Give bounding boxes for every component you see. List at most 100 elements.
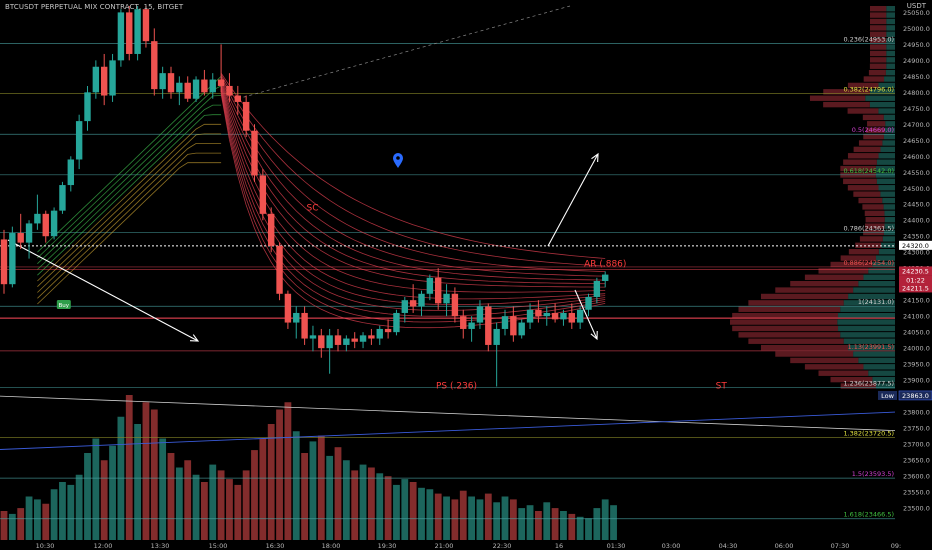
price-tick-label: 23750.0 <box>903 425 930 433</box>
volume-bar <box>342 460 350 540</box>
volume-bar <box>34 499 41 540</box>
volume-bar <box>418 487 425 540</box>
volume-profile-bar <box>885 69 895 76</box>
candle-body <box>184 82 191 99</box>
candle-body <box>568 312 575 323</box>
wyckoff-annotation: AR (.886) <box>584 260 626 270</box>
time-tick-label: 06:00 <box>775 542 794 550</box>
volume-bar <box>568 513 576 540</box>
volume-profile-bar <box>840 255 876 261</box>
candle-body <box>50 210 58 237</box>
volume-profile-bar <box>875 383 895 389</box>
volume-bar <box>518 508 526 540</box>
candle-body <box>242 101 250 131</box>
volume-profile-bar <box>837 319 895 325</box>
candle-body <box>75 121 83 160</box>
price-tick-label: 24300.0 <box>903 249 930 257</box>
volume-profile-bar <box>804 364 864 370</box>
volume-profile-bar <box>840 165 876 172</box>
ema-line-bear <box>220 72 606 259</box>
volume-profile-bar <box>730 319 838 325</box>
volume-profile-bar <box>809 95 866 101</box>
fib-label: 0.618(24542.0) <box>843 167 894 175</box>
candle-body <box>343 338 350 345</box>
volume-profile-bar <box>840 306 895 312</box>
time-tick-label: 16:30 <box>266 542 285 550</box>
price-tick-label: 24400.0 <box>903 217 930 225</box>
fib-label: 1.5(23593.5) <box>852 470 894 478</box>
volume-profile-bar <box>886 18 895 25</box>
candle-body <box>435 277 442 304</box>
candle-body <box>309 335 317 339</box>
fib-label: 1.618(23466.5) <box>843 511 894 519</box>
candle-body <box>418 293 425 307</box>
volume-profile <box>730 6 895 389</box>
volume-bar <box>351 470 359 540</box>
volume-bar <box>0 511 8 540</box>
candle-body <box>493 328 500 345</box>
volume-bar <box>92 438 100 540</box>
candle-body <box>92 66 100 93</box>
price-tag-label: 24320.0 <box>902 242 929 250</box>
ema-line-bull <box>37 104 222 270</box>
candle-body <box>17 233 24 243</box>
candle-body <box>593 280 601 297</box>
candle-body <box>259 175 267 214</box>
volume-bar <box>159 438 167 540</box>
price-tick-label: 24850.0 <box>903 73 930 81</box>
volume-profile-bar <box>843 159 877 165</box>
ema-line-bull <box>37 152 222 299</box>
volume-bar <box>109 445 116 540</box>
price-tag <box>899 283 932 293</box>
time-tick-label: 03:00 <box>662 542 681 550</box>
volume-profile-bar <box>840 383 876 389</box>
volume-profile-bar <box>863 76 885 82</box>
price-tick-label: 24550.0 <box>903 169 930 177</box>
volume-bar <box>201 482 208 540</box>
volume-profile-bar <box>883 114 895 121</box>
ema-line-bull <box>37 162 222 305</box>
volume-bar <box>251 450 258 540</box>
volume-profile-bar <box>880 191 895 197</box>
candle-body <box>201 79 208 93</box>
volume-profile-bar <box>732 312 839 319</box>
volume-bar <box>610 505 617 540</box>
candle-body <box>543 312 550 317</box>
volume-profile-bar <box>878 82 895 89</box>
volume-profile-bar <box>804 274 864 280</box>
volume-profile-bar <box>882 236 895 242</box>
price-tag <box>878 390 897 400</box>
fib-label: 0.886(24254.0) <box>843 259 894 267</box>
volume-profile-bar <box>870 44 887 50</box>
time-tick-label: 09: <box>891 542 901 550</box>
candle-body <box>476 306 484 323</box>
volume-bar <box>426 489 434 540</box>
candles <box>0 6 609 387</box>
price-tick-label: 23500.0 <box>903 505 930 513</box>
candle-body <box>518 322 525 336</box>
volume-profile-bar <box>830 376 873 383</box>
price-tick-label: 23600.0 <box>903 473 930 481</box>
volume-bar <box>142 402 150 540</box>
fib-label: 1.382(23720.5) <box>843 430 894 438</box>
ema-line-bear <box>220 76 606 272</box>
candle-body <box>443 293 450 304</box>
volume-profile-bar <box>858 140 883 146</box>
volume-profile-bar <box>840 332 895 338</box>
volume-profile-bar <box>870 31 887 37</box>
candle-body <box>376 328 383 339</box>
volume-profile-bar <box>875 255 895 261</box>
volume-profile-bar <box>847 153 879 159</box>
volume-bar <box>317 435 325 540</box>
price-tick-label: 24000.0 <box>903 345 930 353</box>
volume-bar <box>226 479 233 540</box>
volume-bar <box>134 424 141 540</box>
candle-body <box>67 159 74 186</box>
time-tick-label: 13:30 <box>151 542 170 550</box>
volume-profile-bar <box>869 63 887 69</box>
volume-bar <box>393 484 400 540</box>
candle-body <box>409 300 417 307</box>
volume-profile-bar <box>886 50 895 57</box>
